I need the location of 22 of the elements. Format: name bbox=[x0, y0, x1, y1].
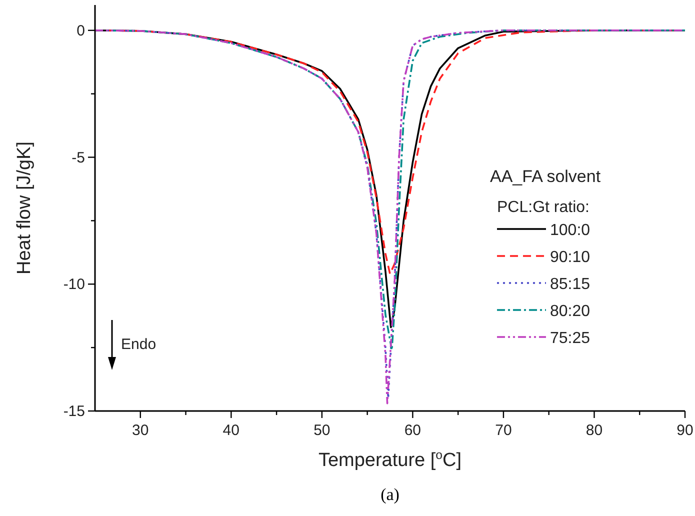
x-tick-label: 40 bbox=[222, 422, 240, 439]
annotation: Endo bbox=[121, 336, 156, 353]
annotation: AA_FA solvent bbox=[490, 167, 601, 186]
legend-label: 90:10 bbox=[550, 249, 590, 266]
legend-title: PCL:Gt ratio: bbox=[497, 199, 590, 216]
legend-label: 75:25 bbox=[550, 330, 590, 347]
x-tick-label: 70 bbox=[495, 422, 512, 439]
text: (a) bbox=[380, 485, 400, 504]
x-tick-label: 80 bbox=[586, 422, 603, 439]
legend-label: 100:0 bbox=[550, 222, 590, 239]
y-tick-label: 0 bbox=[76, 22, 85, 40]
y-tick-label: -10 bbox=[63, 276, 85, 294]
x-axis-title: Temperature [$^{o}$C] bbox=[318, 448, 462, 471]
legend-label: 80:20 bbox=[550, 303, 590, 320]
y-tick-label: -5 bbox=[72, 149, 85, 166]
x-tick-label: 30 bbox=[132, 422, 149, 439]
x-tick-label: 50 bbox=[314, 422, 330, 439]
y-axis-title: Heat flow [J/gK] bbox=[14, 141, 35, 275]
x-tick-label: 60 bbox=[404, 422, 422, 439]
x-tick-label: 90 bbox=[676, 422, 694, 439]
legend-label: 85:15 bbox=[550, 276, 590, 293]
y-tick-label: -15 bbox=[63, 403, 85, 420]
